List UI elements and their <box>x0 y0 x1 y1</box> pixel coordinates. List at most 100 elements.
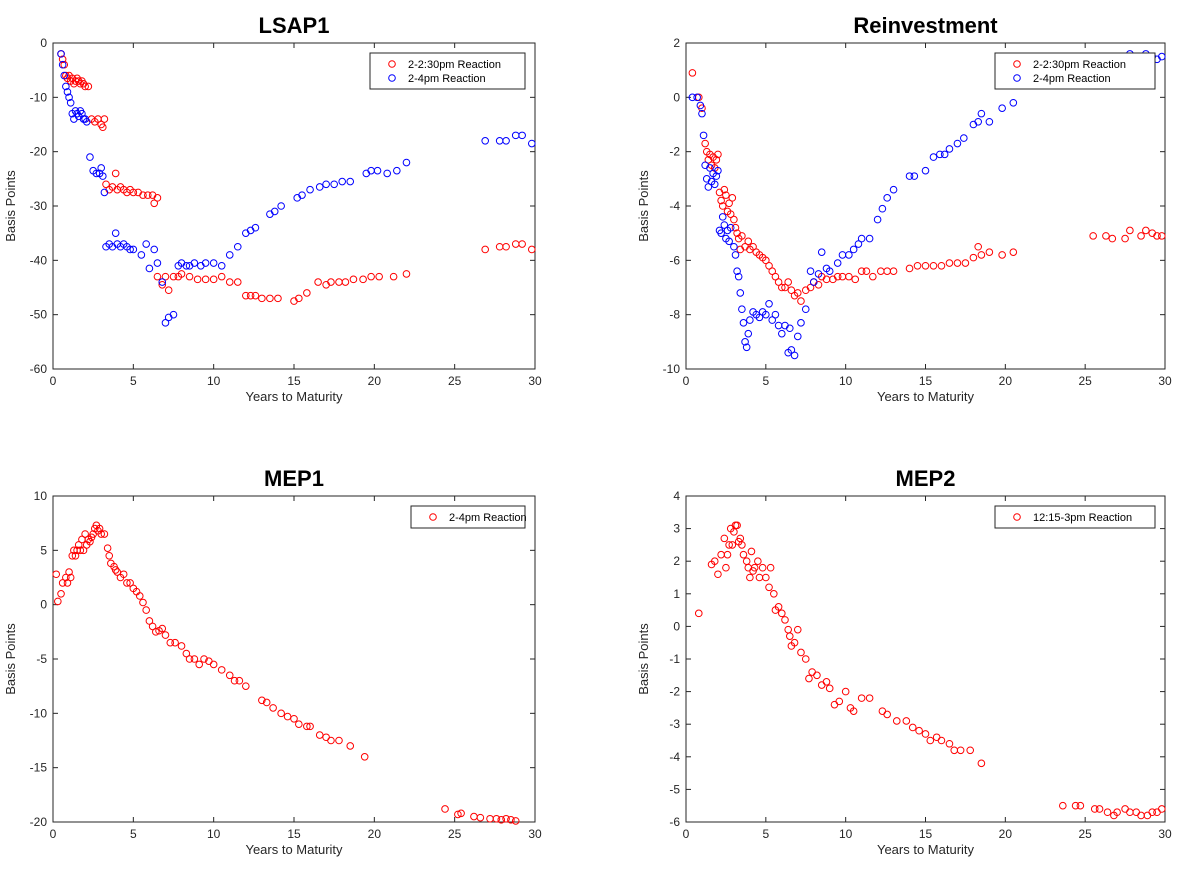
y-axis-label: Basis Points <box>3 623 18 695</box>
data-point <box>71 551 80 560</box>
x-axis-label: Years to Maturity <box>877 389 975 404</box>
data-point <box>851 275 860 284</box>
data-point <box>145 264 154 273</box>
data-point <box>728 194 737 202</box>
x-tick-label: 20 <box>368 374 382 388</box>
data-point <box>1137 232 1145 240</box>
data-point <box>235 676 244 685</box>
data-point <box>809 278 818 286</box>
data-point <box>375 272 383 281</box>
data-point <box>270 207 279 216</box>
data-point <box>65 93 73 102</box>
data-point <box>1095 805 1104 813</box>
data-point <box>704 183 713 191</box>
data-point <box>314 278 322 286</box>
legend-marker <box>388 74 396 82</box>
data-point <box>158 624 167 633</box>
data-point <box>103 544 112 552</box>
data-point <box>960 134 968 142</box>
data-point <box>778 283 786 292</box>
data-point <box>749 242 757 251</box>
data-point <box>402 158 411 167</box>
data-point <box>169 310 178 319</box>
data-point <box>694 609 703 618</box>
data-point <box>349 275 358 284</box>
x-tick-label: 30 <box>528 374 542 388</box>
data-point <box>801 305 810 314</box>
data-point <box>814 270 823 278</box>
data-point <box>873 215 882 224</box>
y-tick-label: -50 <box>30 308 48 322</box>
data-point <box>734 272 743 281</box>
data-point <box>787 286 796 295</box>
data-point <box>845 272 853 281</box>
data-point <box>1113 808 1121 817</box>
data-point <box>1009 248 1018 256</box>
data-point <box>905 264 914 273</box>
data-point <box>945 145 954 153</box>
y-tick-label: 0 <box>40 36 47 50</box>
data-point <box>126 579 134 587</box>
series-1 <box>688 50 1166 360</box>
data-point <box>63 579 72 587</box>
data-point <box>784 278 792 286</box>
data-point <box>889 185 898 194</box>
data-point <box>985 248 994 256</box>
data-point <box>481 137 489 145</box>
x-tick-label: 0 <box>50 374 57 388</box>
x-tick-label: 10 <box>839 374 853 388</box>
x-tick-label: 20 <box>999 374 1013 388</box>
data-point <box>921 261 930 270</box>
data-point <box>57 50 65 58</box>
data-point <box>936 150 944 159</box>
y-tick-label: -6 <box>669 253 680 267</box>
data-point <box>762 310 770 319</box>
data-point <box>277 202 285 210</box>
data-point <box>806 283 815 292</box>
y-tick-label: 5 <box>40 543 47 557</box>
data-point <box>720 221 729 229</box>
data-point <box>266 294 274 303</box>
data-point <box>150 245 159 254</box>
data-point <box>454 810 462 819</box>
data-point <box>1153 232 1161 240</box>
data-point <box>778 329 786 338</box>
legend: 2-2:30pm Reaction 2-4pm Reaction <box>369 52 526 90</box>
chart-title: MEP2 <box>896 466 956 491</box>
data-point <box>123 579 131 587</box>
data-point <box>100 115 109 123</box>
data-point <box>771 272 780 281</box>
data-point <box>790 351 799 360</box>
data-point <box>945 259 954 267</box>
data-point <box>1158 232 1166 240</box>
data-point <box>883 710 891 719</box>
data-point <box>714 570 722 579</box>
data-point <box>274 294 282 303</box>
data-point <box>1142 226 1150 235</box>
data-point <box>953 139 962 148</box>
y-tick-label: -5 <box>36 652 47 666</box>
data-point <box>771 310 780 319</box>
data-point <box>746 316 754 324</box>
data-point <box>865 694 874 702</box>
data-point <box>217 261 226 270</box>
legend-label: 2-4pm Reaction <box>449 512 527 524</box>
data-point <box>338 177 347 186</box>
data-point <box>269 704 277 712</box>
x-tick-label: 5 <box>762 374 769 388</box>
data-point <box>277 709 285 718</box>
data-point <box>330 180 338 189</box>
data-point <box>139 598 147 607</box>
data-point <box>143 191 152 199</box>
data-point <box>985 117 994 126</box>
y-tick-label: 4 <box>673 489 680 503</box>
x-tick-label: 5 <box>130 374 137 388</box>
data-point <box>389 272 398 281</box>
data-point <box>201 259 210 267</box>
data-point <box>158 278 167 286</box>
data-point <box>217 666 226 674</box>
data-point <box>290 714 298 723</box>
data-point <box>739 550 748 559</box>
data-point <box>813 671 821 680</box>
